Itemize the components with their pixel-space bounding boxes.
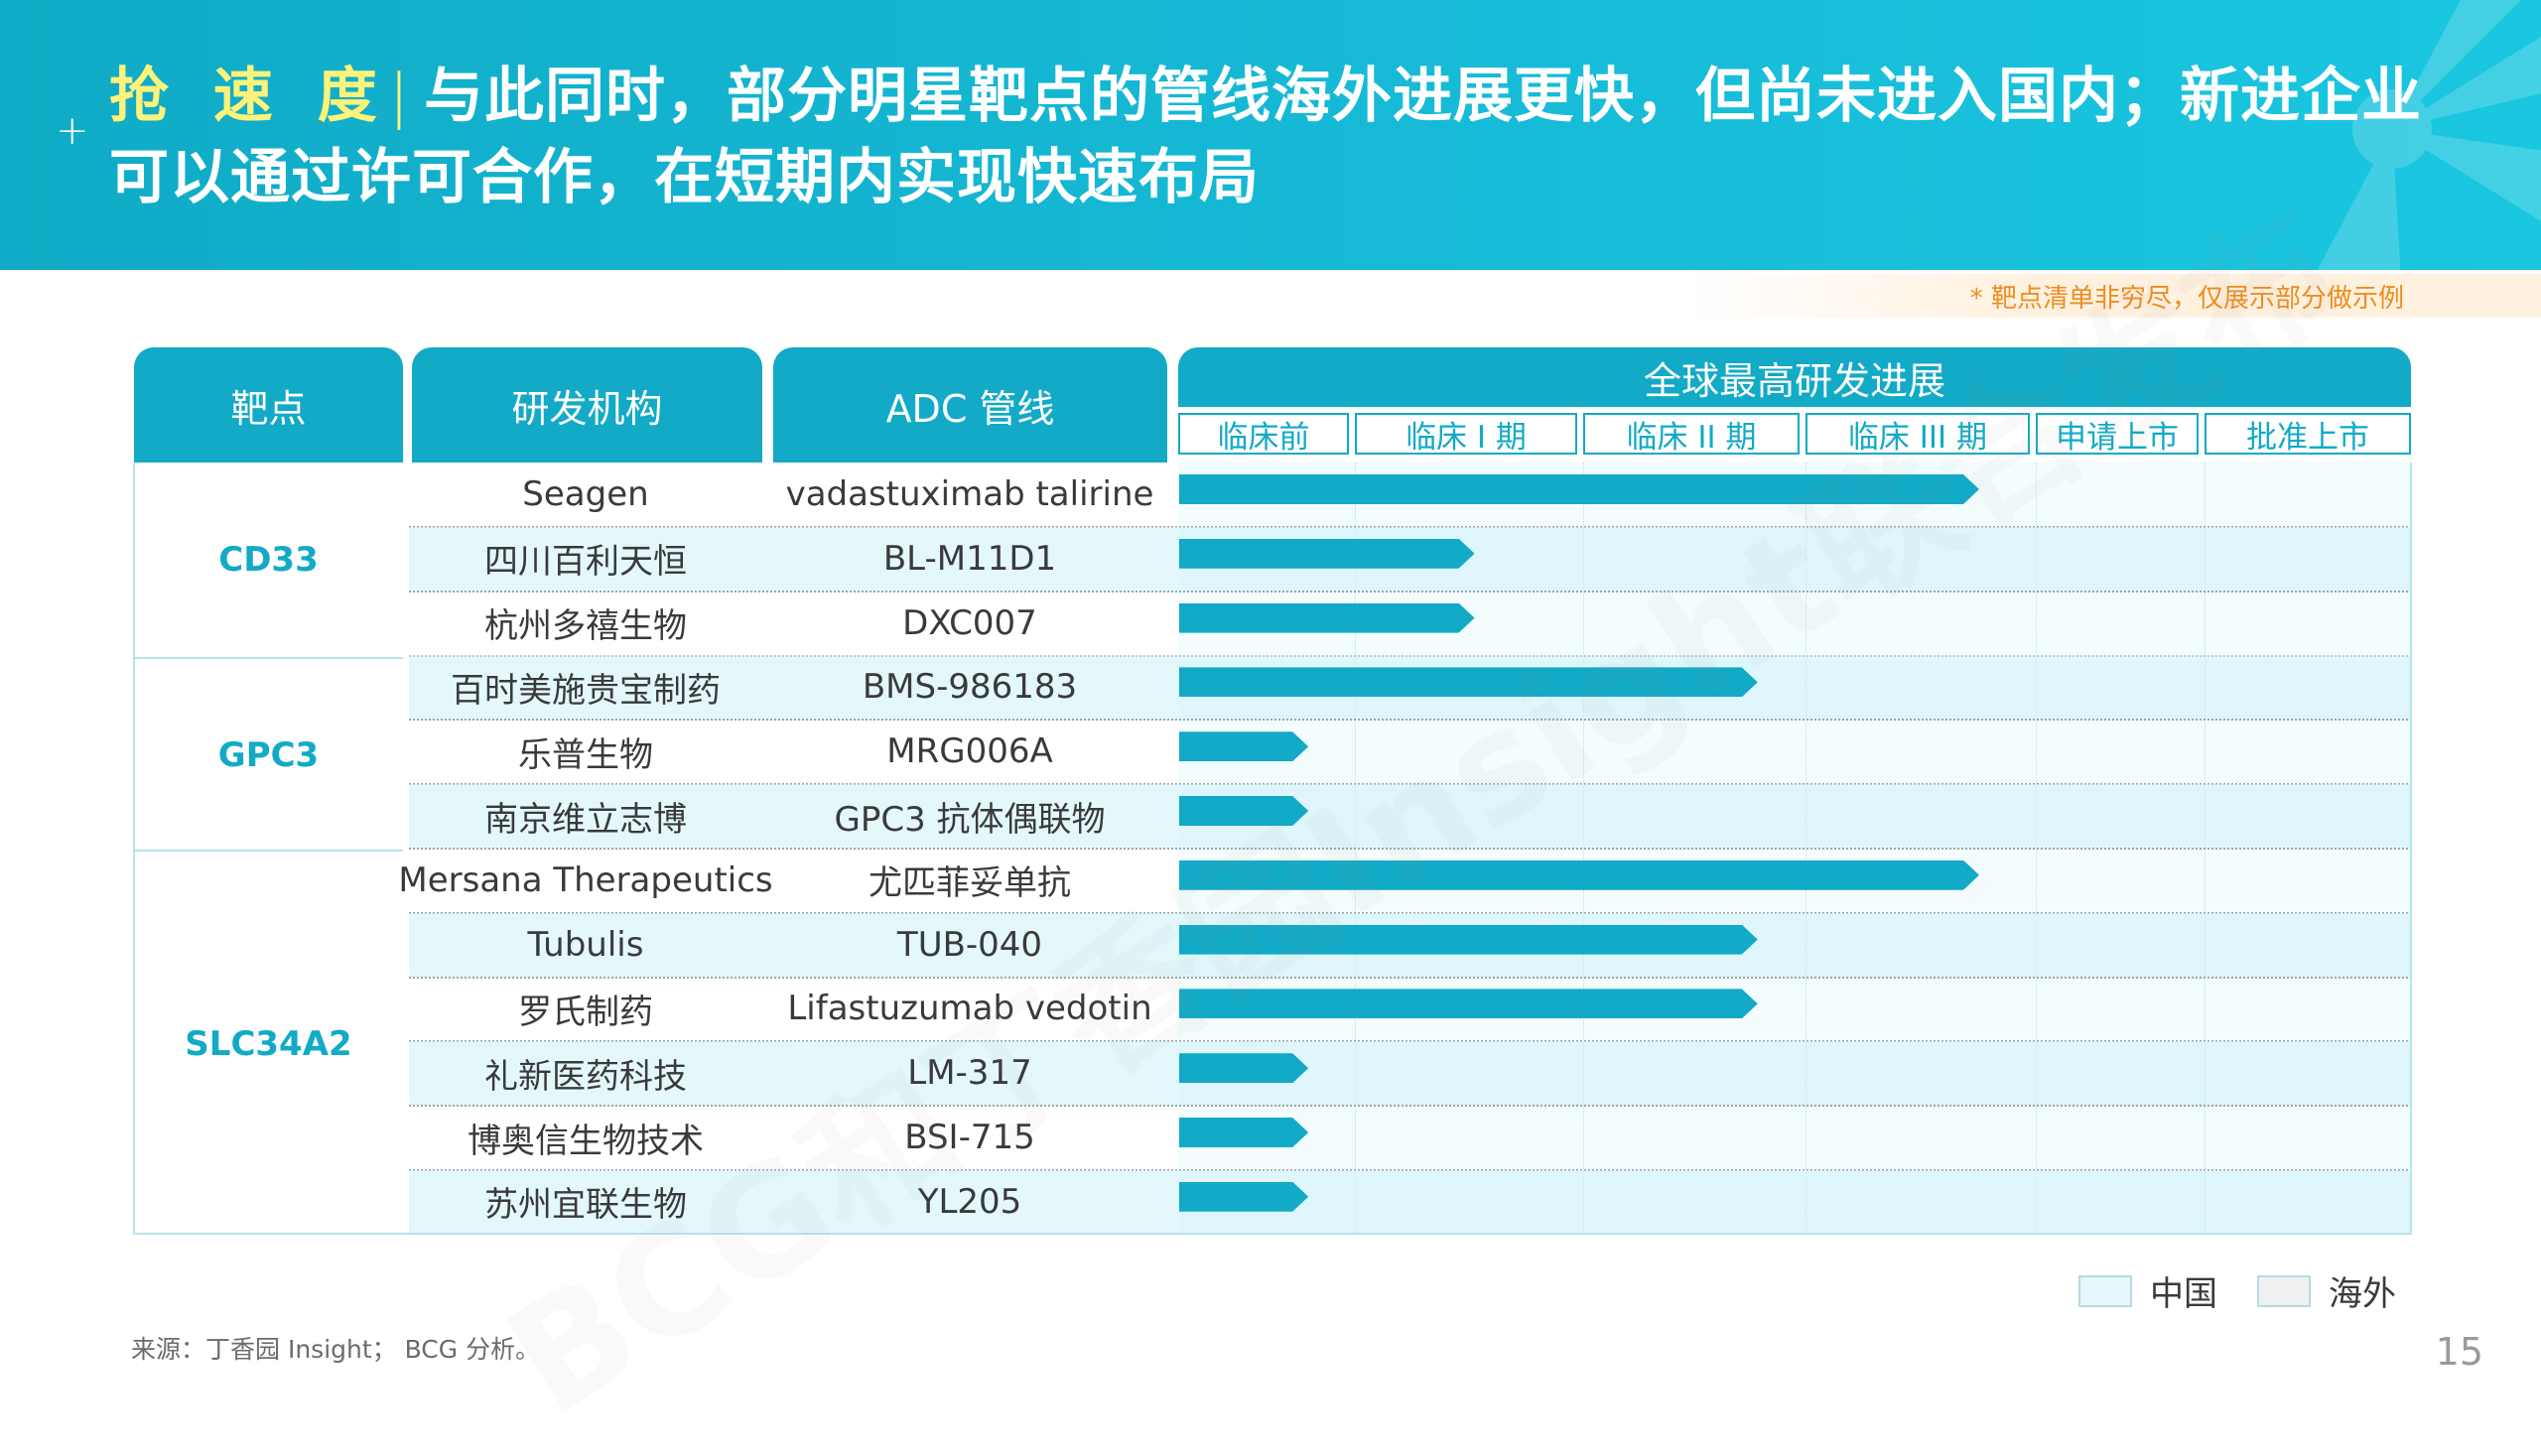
pipeline-cell: MRG006A [886, 731, 1053, 772]
target-group-gpc3: GPC3 [134, 657, 403, 852]
pipeline-cell: LM-317 [907, 1053, 1032, 1094]
table-row: 礼新医药科技 LM-317 [409, 1041, 2412, 1108]
progress-track [1179, 667, 2410, 699]
stage-filing: 申请上市 [2036, 413, 2199, 456]
table-row: 苏州宜联生物 YL205 [409, 1169, 2412, 1234]
org-cell: 四川百利天恒 [484, 542, 687, 583]
legend-china: 中国 [2078, 1266, 2217, 1315]
org-cell: Mersana Therapeutics [398, 860, 773, 900]
org-cell: 礼新医药科技 [484, 1056, 687, 1097]
column-header-progress: 全球最高研发进展 [1178, 347, 2411, 407]
stage-phase-2: 临床 II 期 [1583, 413, 1800, 456]
table-row: 四川百利天恒 BL-M11D1 [409, 526, 2412, 593]
org-cell: Seagen [522, 474, 649, 514]
progress-bar [1179, 1118, 1308, 1147]
pipeline-cell: GPC3 抗体偶联物 [834, 799, 1106, 840]
progress-track [1179, 1053, 2410, 1085]
progress-bar [1179, 796, 1308, 826]
org-cell: 南京维立志博 [484, 799, 687, 840]
target-group-cd33: CD33 [218, 540, 319, 580]
pipeline-cell: 尤匹菲妥单抗 [869, 863, 1071, 904]
progress-track [1179, 603, 2410, 635]
table-row: 百时美施贵宝制药 BMS-986183 [409, 655, 2412, 722]
column-header-target: 靶点 [134, 347, 403, 463]
title-line-2: 可以通过许可合作，在短期内实现快速布局 [109, 143, 1260, 212]
target-group-slc34a2: SLC34A2 [134, 850, 403, 1237]
progress-bar [1179, 603, 1475, 633]
progress-track [1179, 539, 2410, 571]
page-title: 抢 速 度| 与此同时，部分明星靶点的管线海外进展更快，但尚未进入国内；新进企业 … [109, 56, 2472, 218]
table-row: Mersana Therapeutics 尤匹菲妥单抗 [398, 849, 2412, 914]
pipeline-cell: Lifastuzumab vedotin [787, 989, 1152, 1029]
progress-bar [1179, 925, 1758, 955]
pipeline-cell: YL205 [917, 1181, 1022, 1222]
plus-icon: + [56, 108, 89, 154]
title-line-1: 与此同时，部分明星靶点的管线海外进展更快，但尚未进入国内；新进企业 [424, 62, 2422, 131]
stage-approved: 批准上市 [2205, 413, 2411, 456]
pipeline-cell: BMS-986183 [862, 667, 1078, 708]
column-header-pipeline: ADC 管线 [773, 347, 1167, 463]
progress-bar [1179, 1182, 1308, 1212]
progress-bar [1179, 1053, 1308, 1083]
progress-bar [1179, 539, 1475, 569]
progress-bar [1179, 667, 1758, 697]
progress-track [1179, 860, 2410, 892]
progress-track [1179, 796, 2410, 828]
table-row: 罗氏制药 Lifastuzumab vedotin [409, 977, 2412, 1043]
org-cell: 乐普生物 [518, 734, 653, 775]
table-row: 南京维立志博 GPC3 抗体偶联物 [409, 784, 2412, 850]
table-outline [133, 463, 2412, 1235]
source-note: 来源：丁香园 Insight； BCG 分析。 [131, 1335, 541, 1364]
decorative-pattern-icon [2317, 0, 2541, 270]
org-cell: Tubulis [527, 924, 644, 965]
progress-track [1179, 925, 2410, 957]
legend-label-overseas: 海外 [2329, 1274, 2396, 1314]
org-cell: 罗氏制药 [518, 992, 653, 1032]
progress-track [1179, 1118, 2410, 1149]
stage-header-row: 临床前 临床 I 期 临床 II 期 临床 III 期 申请上市 批准上市 [1178, 413, 2411, 459]
org-cell: 苏州宜联生物 [484, 1185, 687, 1226]
legend-overseas: 海外 [2257, 1266, 2396, 1315]
pipeline-cell: vadastuximab talirine [785, 474, 1154, 514]
note-band [1687, 274, 2541, 318]
org-cell: 杭州多禧生物 [484, 606, 687, 647]
progress-track [1179, 731, 2410, 763]
title-banner: + 抢 速 度| 与此同时，部分明星靶点的管线海外进展更快，但尚未进入国内；新进企… [0, 0, 2541, 270]
legend-swatch-china [2078, 1274, 2132, 1307]
stage-preclinical: 临床前 [1178, 413, 1349, 456]
progress-bar [1179, 860, 1979, 890]
progress-bar [1179, 474, 1979, 504]
legend-label-china: 中国 [2150, 1274, 2217, 1314]
pipeline-cell: DXC007 [902, 602, 1037, 643]
pipeline-cell: BL-M11D1 [882, 538, 1057, 579]
progress-track [1179, 989, 2410, 1020]
org-cell: 百时美施贵宝制药 [451, 670, 721, 711]
progress-bar [1179, 989, 1758, 1018]
pipeline-cell: BSI-715 [904, 1118, 1035, 1157]
progress-track [1179, 1182, 2410, 1214]
org-cell: 博奥信生物技术 [468, 1121, 704, 1161]
footnote-note: * 靶点清单非穷尽，仅展示部分做示例 [1969, 284, 2404, 314]
progress-bar [1179, 731, 1308, 761]
stage-phase-3: 临床 III 期 [1805, 413, 2030, 456]
page-number: 15 [2435, 1330, 2483, 1374]
title-keyword: 抢 速 度 [109, 62, 389, 131]
title-separator: | [388, 62, 410, 131]
stage-phase-1: 临床 I 期 [1355, 413, 1577, 456]
pipeline-cell: TUB-040 [896, 924, 1043, 965]
legend-swatch-overseas [2257, 1274, 2311, 1307]
table-row: Tubulis TUB-040 [409, 912, 2412, 979]
progress-track [1179, 474, 2410, 506]
column-header-org: 研发机构 [412, 347, 762, 463]
